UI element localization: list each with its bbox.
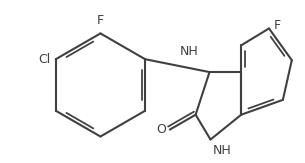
Text: NH: NH [179,45,198,58]
Text: O: O [156,123,166,136]
Text: Cl: Cl [39,53,51,66]
Text: F: F [97,15,104,27]
Text: NH: NH [213,144,231,157]
Text: F: F [274,19,281,32]
